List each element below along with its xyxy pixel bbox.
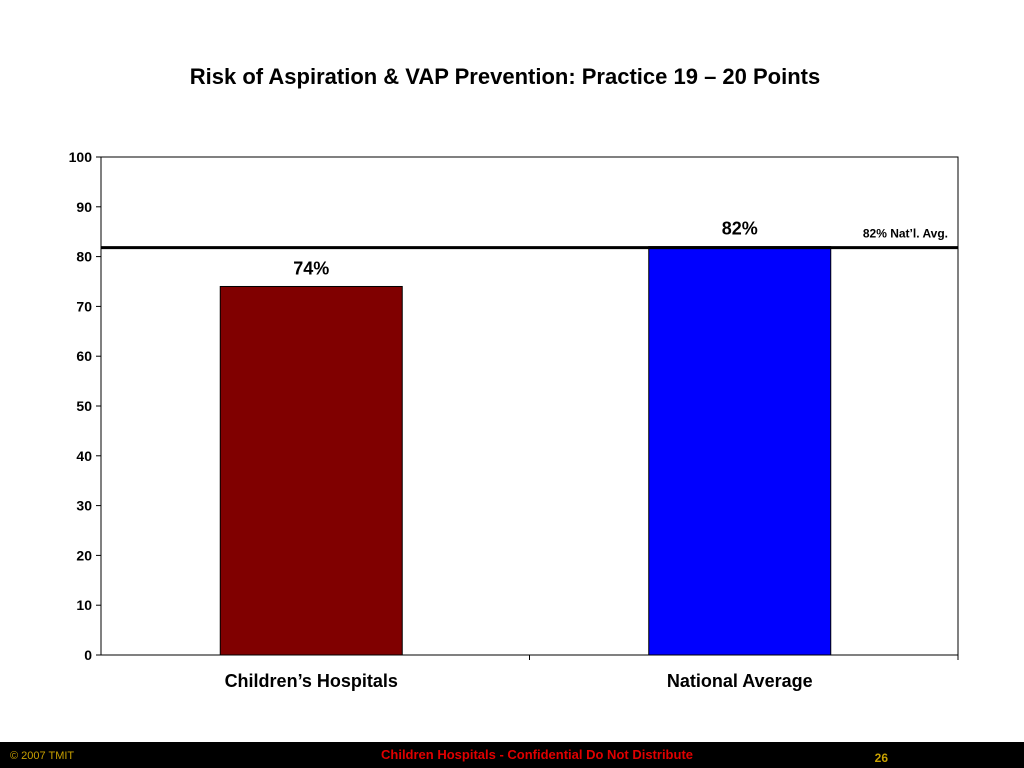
y-tick-label: 30 xyxy=(76,498,92,514)
bar xyxy=(219,285,403,656)
bar-data-label: 74% xyxy=(293,258,329,278)
page-number: 26 xyxy=(874,751,888,765)
y-tick-label: 20 xyxy=(76,547,92,563)
y-tick-label: 60 xyxy=(76,348,92,364)
plot-area: 0 10 20 30 40 50 60 70 80 90 100 74% Children’s Hosp… xyxy=(69,149,959,691)
x-category-label: Children’s Hospitals xyxy=(225,671,398,691)
chart-title: Risk of Aspiration & VAP Prevention: Pra… xyxy=(189,64,821,89)
bar-data-label: 82% xyxy=(722,219,758,239)
y-tick-label: 80 xyxy=(76,249,92,265)
y-tick-label: 0 xyxy=(84,647,92,663)
y-tick-label: 90 xyxy=(76,199,92,215)
bar-chart: 0 10 20 30 40 50 60 70 80 90 100 74% Children’s Hosp… xyxy=(69,149,959,691)
y-tick-label: 70 xyxy=(76,298,92,314)
national-average-label: 82% Nat’l. Avg. xyxy=(863,227,948,241)
slide-footer: © 2007 TMIT Children Hospitals - Confide… xyxy=(0,742,1024,768)
copyright-notice: © 2007 TMIT xyxy=(10,750,75,762)
y-tick-label: 50 xyxy=(76,398,92,414)
x-category-label: National Average xyxy=(667,671,813,691)
confidential-notice: Children Hospitals - Confidential Do Not… xyxy=(381,747,693,762)
y-tick-label: 40 xyxy=(76,448,92,464)
y-tick-label: 100 xyxy=(69,149,93,165)
y-tick-label: 10 xyxy=(76,597,92,613)
bar xyxy=(648,246,832,656)
